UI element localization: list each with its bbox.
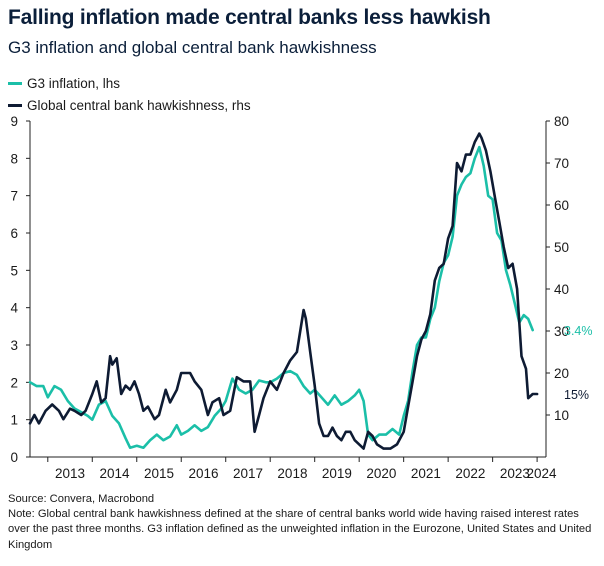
left-tick-label: 9: [10, 114, 18, 129]
footer: Source: Convera, Macrobond Note: Global …: [8, 492, 598, 553]
left-tick-label: 6: [10, 226, 18, 241]
hawkishness-end-label: 15%: [564, 388, 589, 402]
line-chart: 0 1 2 3 4 5 6 7 8 9 10 20 30 40 50 60 70 80 2013 2014 2015 20…: [10, 114, 593, 481]
x-tick-label: 2020: [366, 466, 396, 481]
left-tick-label: 8: [10, 151, 18, 166]
left-tick-label: 5: [10, 263, 18, 278]
left-tick-label: 4: [10, 301, 18, 316]
left-tick-label: 3: [10, 338, 18, 353]
x-tick-label: 2018: [277, 466, 307, 481]
left-tick-label: 7: [10, 189, 18, 204]
right-tick-label: 40: [554, 282, 569, 297]
legend-label-hawkishness: Global central bank hawkishness, rhs: [27, 97, 251, 113]
x-tick-label: 2022: [455, 466, 485, 481]
right-tick-label: 60: [554, 198, 569, 213]
definition-note: Note: Global central bank hawkishness de…: [8, 508, 592, 551]
chart-title: Falling inflation made central banks les…: [8, 6, 491, 29]
source-note: Source: Convera, Macrobond: [8, 493, 155, 505]
x-tick-label: 2024: [527, 466, 558, 481]
x-tick-label: 2014: [99, 466, 130, 481]
x-tick-label: 2023: [500, 466, 530, 481]
inflation-end-label: 3.4%: [564, 324, 593, 338]
legend-swatch-inflation: [8, 82, 22, 85]
left-tick-label: 0: [10, 450, 18, 465]
legend-swatch-hawkishness: [8, 104, 22, 107]
right-tick-label: 20: [554, 366, 569, 381]
left-tick-label: 1: [10, 413, 18, 428]
chart-subtitle: G3 inflation and global central bank haw…: [8, 38, 377, 57]
right-tick-label: 10: [554, 408, 569, 423]
right-tick-label: 80: [554, 114, 569, 129]
x-tick-label: 2016: [188, 466, 218, 481]
x-tick-label: 2019: [322, 466, 352, 481]
left-tick-label: 2: [10, 375, 18, 390]
x-tick-label: 2021: [411, 466, 441, 481]
right-tick-label: 50: [554, 240, 569, 255]
right-tick-label: 70: [554, 156, 569, 171]
x-tick-label: 2013: [55, 466, 85, 481]
legend-entry-hawkishness: Global central bank hawkishness, rhs: [8, 94, 251, 116]
inflation-series-line: [28, 145, 534, 449]
legend-entry-inflation: G3 inflation, lhs: [8, 72, 251, 94]
hawkishness-series-line: [28, 132, 539, 450]
legend-label-inflation: G3 inflation, lhs: [27, 75, 121, 91]
right-tick-label: 30: [554, 324, 569, 339]
x-tick-label: 2017: [233, 466, 263, 481]
legend: G3 inflation, lhs Global central bank ha…: [8, 72, 251, 116]
x-tick-label: 2015: [144, 466, 174, 481]
